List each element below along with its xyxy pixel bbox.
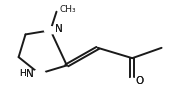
Circle shape bbox=[44, 27, 57, 34]
Text: CH₃: CH₃ bbox=[60, 5, 77, 14]
Text: N: N bbox=[55, 24, 62, 34]
Text: H: H bbox=[19, 69, 26, 78]
Circle shape bbox=[33, 70, 45, 77]
Text: O: O bbox=[136, 76, 144, 86]
Circle shape bbox=[126, 78, 138, 86]
Text: N: N bbox=[55, 24, 62, 34]
Text: N: N bbox=[26, 69, 34, 79]
Text: H: H bbox=[19, 69, 26, 78]
Text: O: O bbox=[136, 76, 144, 86]
Text: N: N bbox=[26, 69, 34, 79]
